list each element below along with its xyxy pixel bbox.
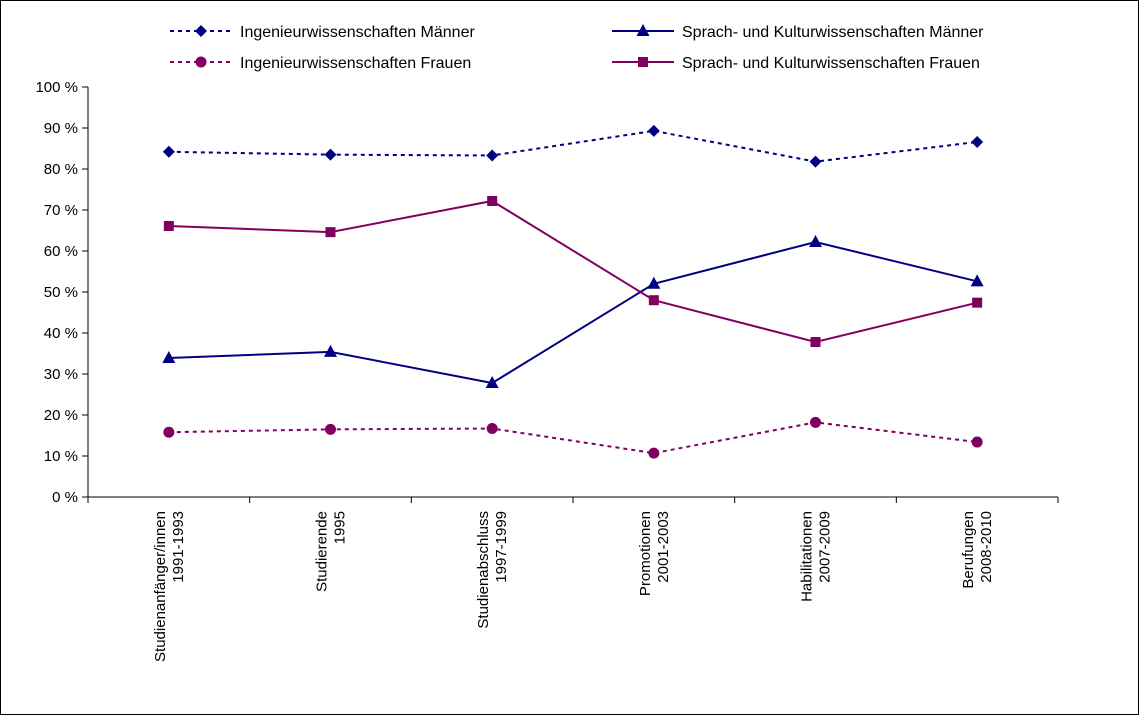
legend: Ingenieurwissenschaften Männer Sprach- un… [170,24,984,72]
series-line-ingenieurwissenschaften-frauen [168,421,978,455]
data-point-ingenieurwissenschaften-männer [324,148,337,161]
x-tick-label-line: 2007-2009 [817,511,834,583]
y-tick-label: 20 % [44,407,78,424]
legend-item-ingenieurwissenschaften-männer: Ingenieurwissenschaften Männer [170,24,475,41]
y-tick-label: 60 % [44,243,78,260]
data-point-ingenieurwissenschaften-frauen [810,416,821,428]
series-line-ingenieurwissenschaften-männer [168,129,978,163]
data-point-ingenieurwissenschaften-frauen [325,423,336,435]
x-tick-label-line: Berufungen [960,511,977,589]
data-point-ingenieurwissenschaften-frauen [971,436,983,448]
data-point-ingenieurwissenschaften-männer [647,124,660,137]
x-tick-label-line: 1997-1999 [493,511,510,583]
y-axis: 0 % 10 % 20 % 30 % 40 % 50 % 60 % 70 % 80 % 90 % 1… [35,79,89,506]
data-point-sprach-und-kulturwissenschaften-männer [647,276,661,289]
legend-marker [636,24,650,36]
x-tick-label: Studienabschluss 1997-1999 [475,511,510,629]
x-tick-label-line: Studierende [314,511,331,592]
legend-label: Sprach- und Kulturwissenschaften Männer [682,24,984,41]
data-point-sprach-und-kulturwissenschaften-männer [485,376,499,389]
data-point-ingenieurwissenschaften-männer [162,145,175,158]
legend-label: Ingenieurwissenschaften Frauen [240,55,471,72]
data-point-ingenieurwissenschaften-frauen [486,423,498,435]
legend-item-ingenieurwissenschaften-frauen: Ingenieurwissenschaften Frauen [170,55,471,72]
y-tick-label: 0 % [52,489,78,506]
x-tick-label: Berufungen 2008-2010 [960,511,995,589]
x-tick-label: Habilitationen 2007-2009 [799,511,834,602]
legend-item-sprach-und-kulturwissenschaften-männer: Sprach- und Kulturwissenschaften Männer [612,24,984,41]
legend-marker [638,57,648,67]
y-tick-label: 40 % [44,325,78,342]
series-line-sprach-und-kulturwissenschaften-männer [168,240,978,385]
data-point-sprach-und-kulturwissenschaften-männer [324,344,337,357]
series-layer [162,124,984,459]
x-tick-label-line: 1991-1993 [170,511,187,583]
x-tick-label-line: 2001-2003 [655,511,672,583]
x-tick-label: Studienanfänger/innen 1991-1993 [152,511,187,662]
x-axis: Studienanfänger/innen 1991-1993 Studierend… [87,496,1059,662]
data-point-sprach-und-kulturwissenschaften-frauen [648,295,659,306]
x-tick-label: Studierende 1995 [314,511,349,592]
legend-label: Ingenieurwissenschaften Männer [240,24,475,41]
data-point-sprach-und-kulturwissenschaften-frauen [325,227,336,238]
data-point-ingenieurwissenschaften-männer [486,149,499,162]
data-point-ingenieurwissenschaften-männer [971,135,984,148]
x-tick-label-line: Studienabschluss [475,511,492,629]
y-tick-label: 50 % [44,284,78,301]
legend-marker [195,25,207,37]
data-point-ingenieurwissenschaften-frauen [648,447,660,459]
y-tick-label: 30 % [44,366,78,383]
x-tick-label-line: 2008-2010 [978,511,995,583]
x-tick-label-line: Studienanfänger/innen [152,511,169,662]
data-point-sprach-und-kulturwissenschaften-männer [970,274,984,287]
data-point-sprach-und-kulturwissenschaften-frauen [972,297,983,308]
data-point-sprach-und-kulturwissenschaften-frauen [810,337,821,348]
data-point-ingenieurwissenschaften-männer [809,155,822,168]
y-tick-label: 90 % [44,120,78,137]
series-line-sprach-und-kulturwissenschaften-frauen [168,199,978,344]
x-tick-label-line: Promotionen [637,511,654,596]
y-tick-label: 80 % [44,161,78,178]
legend-marker [195,56,207,68]
y-tick-label: 100 % [35,79,78,96]
x-tick-label-line: 1995 [332,511,349,544]
data-point-ingenieurwissenschaften-frauen [163,426,175,438]
legend-item-sprach-und-kulturwissenschaften-frauen: Sprach- und Kulturwissenschaften Frauen [612,55,980,72]
data-point-sprach-und-kulturwissenschaften-männer [809,234,822,247]
legend-label: Sprach- und Kulturwissenschaften Frauen [682,55,980,72]
y-tick-label: 10 % [44,448,78,465]
data-point-sprach-und-kulturwissenschaften-männer [162,351,176,364]
data-point-sprach-und-kulturwissenschaften-frauen [487,195,498,206]
x-tick-label: Promotionen 2001-2003 [637,511,672,596]
y-tick-label: 70 % [44,202,78,219]
data-point-sprach-und-kulturwissenschaften-frauen [163,220,174,231]
x-tick-label-line: Habilitationen [799,511,816,602]
